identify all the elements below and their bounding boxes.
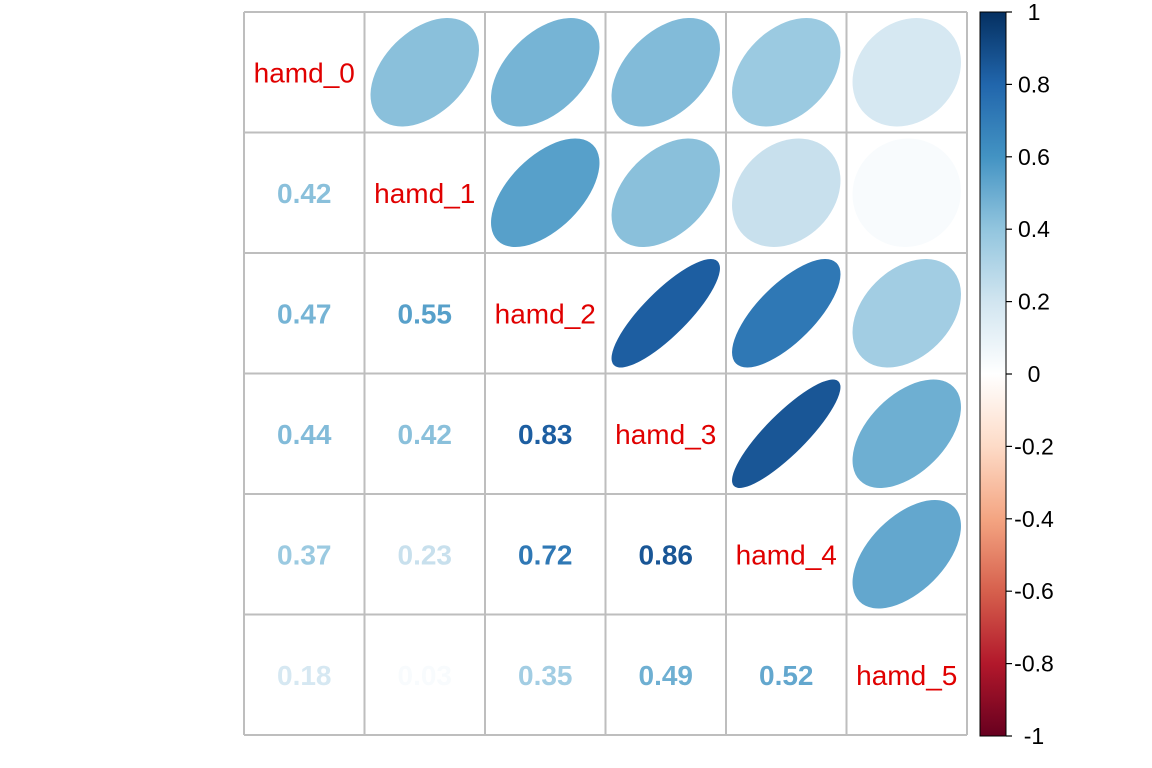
colorbar-tick-label: -0.8 xyxy=(1014,651,1054,677)
coef-hamd_4-hamd_1: 0.23 xyxy=(398,539,453,570)
colorbar-tick-label: 0.4 xyxy=(1018,216,1050,242)
coef-hamd_3-hamd_2: 0.83 xyxy=(518,419,573,450)
ellipse-hamd_2-hamd_5 xyxy=(852,259,961,368)
ellipse-hamd_0-hamd_2 xyxy=(491,18,600,127)
colorbar-tick-label: -0.6 xyxy=(1014,578,1054,604)
coef-hamd_3-hamd_1: 0.42 xyxy=(398,419,453,450)
colorbar-tick-label: 0.2 xyxy=(1018,289,1050,315)
colorbar-gradient xyxy=(979,11,1007,737)
colorbar-tick-label: -0.2 xyxy=(1014,433,1054,459)
ellipse-hamd_3-hamd_5 xyxy=(852,379,961,488)
ellipse-hamd_0-hamd_4 xyxy=(732,18,841,127)
ellipse-hamd_2-hamd_3 xyxy=(611,259,720,368)
ellipse-hamd_2-hamd_4 xyxy=(732,259,841,368)
matrix-cells: hamd_0 0.42 hamd_1 0.47 0.55 hamd_2 0.44 0.42 0.… xyxy=(254,18,961,691)
diagonal-label-hamd_4: hamd_4 xyxy=(736,539,837,570)
diagonal-label-hamd_2: hamd_2 xyxy=(495,298,596,329)
coef-hamd_5-hamd_4: 0.52 xyxy=(759,660,814,691)
colorbar-tick-label: -1 xyxy=(1024,723,1044,749)
matrix-grid xyxy=(243,11,968,736)
ellipse-hamd_0-hamd_5 xyxy=(852,18,961,127)
ellipse-hamd_1-hamd_5 xyxy=(852,138,961,247)
coef-hamd_2-hamd_0: 0.47 xyxy=(277,298,332,329)
ellipse-hamd_0-hamd_3 xyxy=(611,18,720,127)
coef-hamd_4-hamd_3: 0.86 xyxy=(639,539,694,570)
coef-hamd_4-hamd_2: 0.72 xyxy=(518,539,573,570)
ellipse-hamd_1-hamd_2 xyxy=(491,138,600,247)
coef-hamd_5-hamd_3: 0.49 xyxy=(639,660,694,691)
coef-hamd_5-hamd_0: 0.18 xyxy=(277,660,332,691)
colorbar-tick-label: 1 xyxy=(1028,0,1041,25)
diagonal-label-hamd_0: hamd_0 xyxy=(254,57,355,88)
ellipse-hamd_3-hamd_4 xyxy=(732,379,841,488)
coef-hamd_1-hamd_0: 0.42 xyxy=(277,178,332,209)
colorbar-tick-label: 0.6 xyxy=(1018,144,1050,170)
colorbar-tick-label: 0 xyxy=(1028,361,1041,387)
ellipse-hamd_0-hamd_1 xyxy=(370,18,479,127)
ellipse-hamd_1-hamd_4 xyxy=(732,138,841,247)
diagonal-label-hamd_1: hamd_1 xyxy=(374,178,475,209)
diagonal-label-hamd_5: hamd_5 xyxy=(856,660,957,691)
ellipse-hamd_4-hamd_5 xyxy=(852,500,961,609)
ellipse-hamd_1-hamd_3 xyxy=(611,138,720,247)
coef-hamd_5-hamd_2: 0.35 xyxy=(518,660,573,691)
color-legend: 1 0.8 0.6 0.4 0.2 0 -0.2 -0.4 -0.6 -0.8 -1 xyxy=(979,0,1054,749)
colorbar-tick-label: -0.4 xyxy=(1014,506,1054,532)
coef-hamd_3-hamd_0: 0.44 xyxy=(277,419,332,450)
coef-hamd_4-hamd_0: 0.37 xyxy=(277,539,332,570)
diagonal-label-hamd_3: hamd_3 xyxy=(615,419,716,450)
coef-hamd_2-hamd_1: 0.55 xyxy=(398,298,453,329)
coef-hamd_5-hamd_1: 0.03 xyxy=(398,660,453,691)
colorbar-tick-label: 0.8 xyxy=(1018,71,1050,97)
